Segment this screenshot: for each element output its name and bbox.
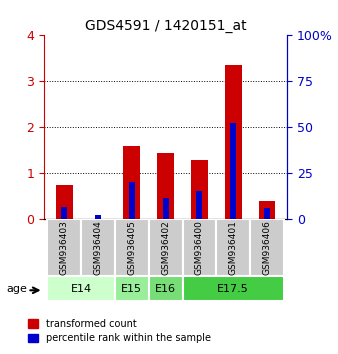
Bar <box>259 201 275 219</box>
Bar <box>61 207 67 219</box>
Bar <box>225 65 242 219</box>
FancyBboxPatch shape <box>81 219 115 276</box>
Bar <box>157 153 174 219</box>
FancyBboxPatch shape <box>216 219 250 276</box>
Bar <box>230 123 236 219</box>
FancyBboxPatch shape <box>183 219 216 276</box>
Text: E16: E16 <box>155 284 176 293</box>
Text: E14: E14 <box>71 284 92 293</box>
Bar <box>196 191 202 219</box>
FancyBboxPatch shape <box>183 276 284 301</box>
Text: E15: E15 <box>121 284 142 293</box>
Bar <box>123 146 140 219</box>
Title: GDS4591 / 1420151_at: GDS4591 / 1420151_at <box>85 19 246 33</box>
Text: GSM936403: GSM936403 <box>60 220 69 275</box>
Bar <box>163 198 169 219</box>
FancyBboxPatch shape <box>149 276 183 301</box>
FancyBboxPatch shape <box>115 276 149 301</box>
Text: GSM936405: GSM936405 <box>127 220 136 275</box>
FancyBboxPatch shape <box>115 219 149 276</box>
Bar <box>56 185 73 219</box>
Text: GSM936402: GSM936402 <box>161 221 170 275</box>
FancyBboxPatch shape <box>47 276 115 301</box>
Bar <box>129 182 135 219</box>
Bar <box>191 160 208 219</box>
Bar <box>264 208 270 219</box>
Text: GSM936406: GSM936406 <box>263 220 271 275</box>
FancyBboxPatch shape <box>47 219 81 276</box>
Text: age: age <box>7 284 28 293</box>
Legend: transformed count, percentile rank within the sample: transformed count, percentile rank withi… <box>25 315 215 347</box>
FancyBboxPatch shape <box>250 219 284 276</box>
Text: GSM936401: GSM936401 <box>229 220 238 275</box>
FancyBboxPatch shape <box>149 219 183 276</box>
Text: E17.5: E17.5 <box>217 284 249 293</box>
Bar <box>90 218 106 219</box>
Text: GSM936404: GSM936404 <box>94 221 102 275</box>
Bar <box>95 215 101 219</box>
Text: GSM936400: GSM936400 <box>195 220 204 275</box>
